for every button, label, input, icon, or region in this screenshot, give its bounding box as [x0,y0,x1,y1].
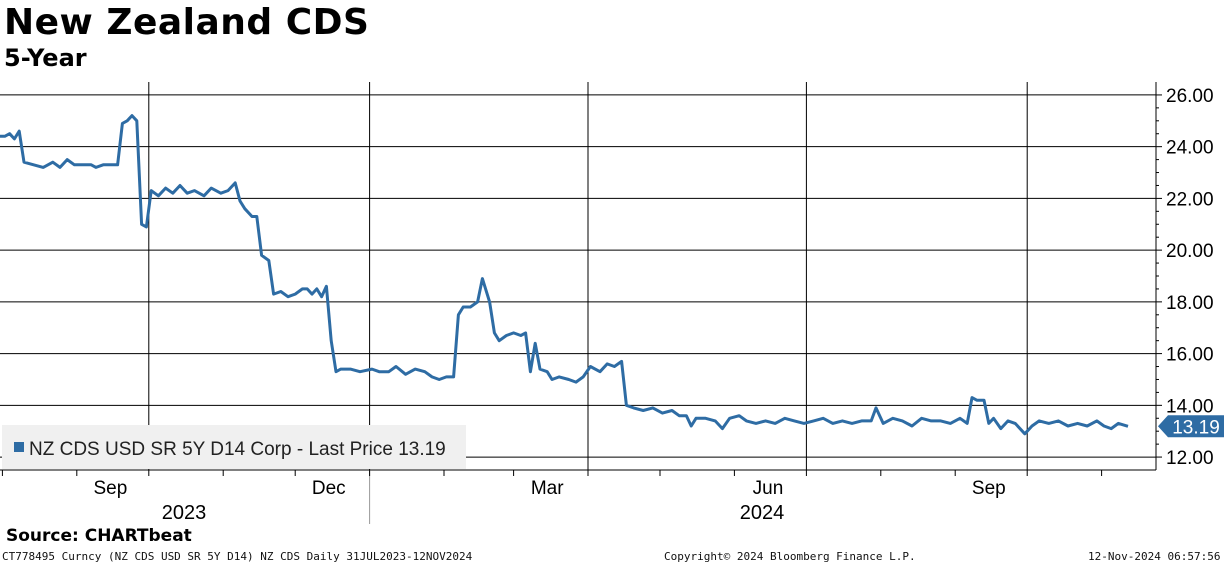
last-price-label: 13.19 [1172,417,1220,438]
y-tick-label: 12.00 [1166,448,1214,469]
x-tick-label: Sep [93,478,127,499]
series-layer: 13.19 [0,114,1224,438]
y-tick-label: 20.00 [1166,241,1214,262]
year-label: 2024 [740,502,785,524]
cds-line-chart: 12.00 14.00 16.00 18.00 20.00 22.00 24.00 26.00… [0,82,1224,524]
copyright: Copyright© 2024 Bloomberg Finance L.P. [664,550,916,563]
chart-subtitle: 5-Year [4,44,87,72]
x-tick-label: Sep [972,478,1006,499]
last-price-tag [1158,415,1224,438]
y-tick-label: 18.00 [1166,293,1214,314]
y-tick-label: 22.00 [1166,189,1214,210]
series-line [0,114,1129,436]
legend-box [2,425,466,469]
legend-label: NZ CDS USD SR 5Y D14 Corp - Last Price 1… [29,439,446,460]
source-note: Source: CHARTbeat [6,526,192,546]
legend: NZ CDS USD SR 5Y D14 Corp - Last Price 1… [2,425,466,469]
legend-swatch [14,442,24,452]
grid-layer [0,82,1156,470]
y-tick-label: 24.00 [1166,138,1214,159]
x-tick-label: Jun [753,478,784,499]
y-tick-label: 16.00 [1166,345,1214,366]
x-tick-label: Mar [531,478,564,499]
timestamp: 12-Nov-2024 06:57:56 [1088,550,1221,563]
axis-layer: 12.00 14.00 16.00 18.00 20.00 22.00 24.00 26.00… [0,82,1214,524]
chart-title: New Zealand CDS [4,2,370,43]
ticker-info: CT778495 Curncy (NZ CDS USD SR 5Y D14) N… [2,550,473,563]
y-tick-label: 26.00 [1166,86,1214,107]
year-label: 2023 [162,502,207,524]
y-tick-label: 14.00 [1166,396,1214,417]
x-tick-label: Dec [312,478,346,499]
